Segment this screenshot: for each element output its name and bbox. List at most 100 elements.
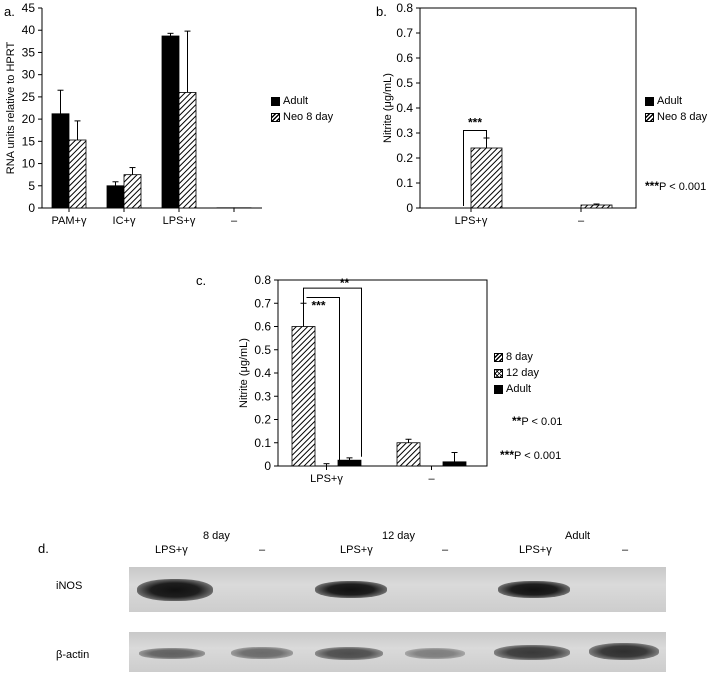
y-tick-label: 0.5 [254,343,271,357]
plot-frame [419,7,637,209]
y-tick-label: 0.7 [254,296,271,310]
x-tick-label: – [578,215,585,227]
x-tick-label: – [428,473,435,485]
y-tick-label: 0.8 [254,273,271,287]
legend-swatch [645,96,654,106]
blot-band [231,647,293,659]
blot-band [498,581,570,598]
bar [396,442,421,467]
legend-swatch [271,112,280,122]
bar [337,459,362,467]
bar [51,113,70,209]
x-tick-label: IC+γ [113,215,136,227]
bar [68,139,87,209]
legend-swatch [494,352,503,362]
y-axis-label: RNA units relative to HPRT [5,41,17,174]
significance-stars: *** [500,448,515,462]
blot-band [405,648,465,659]
blot-group-label-8day: 8 day [203,530,230,542]
blot-row-label-actin: β-actin [56,649,90,661]
significance-bracket [303,287,362,457]
blot-lane-label: – [259,544,266,556]
chart-b: 0 0.1 0.2 0.3 0.4 0.5 0.6 0.7 0.8 Nitrite (μg/mL)… [382,1,637,227]
charts-canvas: 0 5 10 15 20 25 30 35 40 45 RNA units relative to … [5,1,637,485]
y-tick-label: 0.5 [396,76,413,90]
legend-label: Neo 8 day [657,111,708,123]
bar [161,35,180,209]
y-tick-label: 0.8 [396,1,413,15]
blot-band [315,581,387,598]
bar [106,185,125,209]
p-value-text: P < 0.001 [514,450,562,462]
blot-lane-label: – [442,544,449,556]
y-tick-label: 0.4 [254,366,271,380]
significance-bracket [306,296,340,464]
legend-swatch [494,368,503,378]
y-tick-label: 0.3 [254,389,271,403]
legend-item: Neo 8 day [645,109,707,125]
significance-bracket [463,130,487,206]
y-tick-label: 0.6 [254,320,271,334]
y-tick-label: 0.7 [396,26,413,40]
y-tick-label: 45 [22,1,36,15]
legend-label: 8 day [506,351,533,363]
y-tick-label: 5 [28,179,35,193]
p-value-note-b: ***P < 0.001 [645,179,706,193]
legend-swatch [271,96,280,106]
legend-label: Adult [283,95,309,107]
significance-stars: *** [311,298,325,312]
y-tick-label: 0.2 [254,413,271,427]
y-tick-label: 35 [22,45,36,59]
y-tick-label: 0 [264,459,271,473]
bar [470,147,503,209]
x-tick-label: LPS+γ [163,215,196,227]
blot-strip-inos [129,567,666,612]
bar [291,326,316,467]
blot-group-label-12day: 12 day [382,530,416,542]
significance-stars: *** [645,179,660,193]
bar [123,174,142,209]
blot-lane-label: – [622,544,629,556]
blot-lane-label: LPS+γ [340,544,373,556]
panel-label-d: d. [38,541,49,556]
chart-a: 0 5 10 15 20 25 30 35 40 45 RNA units relative to … [5,1,262,227]
panel-label-b: b. [376,4,387,19]
panel-label-a: a. [4,4,15,19]
y-tick-label: 0 [28,201,35,215]
legend-swatch [645,112,654,122]
y-tick-label: 0 [406,201,413,215]
legend-label: Adult [506,383,532,395]
p-value-text: P < 0.01 [521,416,563,428]
blot-band [315,647,383,660]
y-tick-label: 0.3 [396,126,413,140]
legend-item: 8 day [494,349,539,365]
y-tick-label: 0.4 [396,101,413,115]
bar [580,204,613,209]
y-tick-label: 0.1 [396,176,413,190]
y-tick-label: 20 [22,112,36,126]
legend-c: 8 day 12 day Adult [494,349,539,397]
blot-lane-label: LPS+γ [519,544,552,556]
y-tick-label: 25 [22,90,36,104]
legend-label: Adult [657,95,683,107]
legend-a: Adult Neo 8 day [271,93,333,125]
y-tick-label: 0.1 [254,436,271,450]
x-tick-label: PAM+γ [52,215,87,227]
blot-band [589,643,659,660]
legend-b: Adult Neo 8 day [645,93,707,125]
blot-row-label-inos: iNOS [56,580,83,592]
significance-stars: ** [512,414,522,428]
legend-label: Neo 8 day [283,111,334,123]
x-tick-label: LPS+γ [455,215,488,227]
legend-swatch [494,384,503,394]
y-axis-label: Nitrite (μg/mL) [382,73,394,143]
y-tick-label: 10 [22,157,36,171]
blot-band [137,579,213,601]
x-tick-label: – [231,215,238,227]
legend-item: Adult [271,93,333,109]
bar [442,461,467,467]
blot-band [494,645,570,660]
y-tick-label: 0.2 [396,151,413,165]
y-tick-label: 40 [22,23,36,37]
legend-item: Adult [494,381,539,397]
